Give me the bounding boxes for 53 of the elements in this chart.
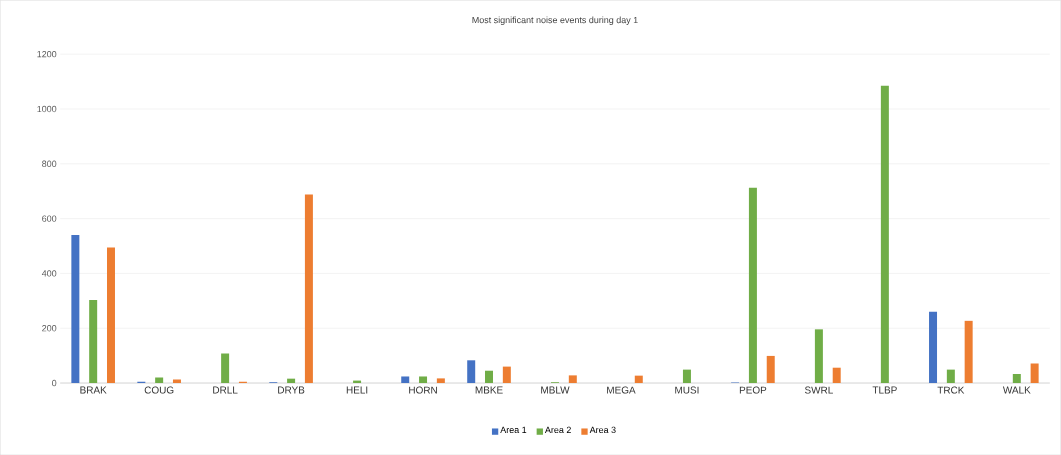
- bar: [964, 320, 973, 383]
- x-tick-label: PEOP: [739, 386, 767, 394]
- y-tick-label: 0: [52, 379, 57, 387]
- bar: [748, 187, 757, 383]
- bar: [929, 311, 938, 383]
- bar: [304, 194, 313, 383]
- bar: [1030, 363, 1039, 383]
- y-tick-label: 800: [42, 160, 57, 167]
- bar: [221, 353, 230, 383]
- bar: [172, 379, 181, 383]
- bar: [502, 366, 511, 383]
- bar: [634, 375, 643, 383]
- bar: [401, 376, 410, 383]
- x-tick-label: TRCK: [937, 386, 965, 394]
- bar: [419, 376, 428, 383]
- x-tick-label: BRAK: [80, 386, 107, 394]
- x-tick-label: MBLW: [541, 386, 570, 394]
- x-tick-label: MEGA: [607, 386, 636, 394]
- legend-label: Area 3: [589, 426, 616, 433]
- bar: [436, 378, 445, 383]
- x-tick-label: HORN: [409, 386, 437, 394]
- bar: [106, 247, 115, 383]
- bar: [467, 360, 476, 383]
- x-tick-label: HELI: [346, 386, 368, 394]
- bar: [287, 378, 296, 383]
- bar: [1012, 373, 1021, 383]
- x-tick-label: MBKE: [475, 386, 503, 394]
- bar: [766, 355, 775, 383]
- y-tick-label: 1000: [37, 105, 57, 113]
- bar: [89, 299, 98, 383]
- bar: [485, 370, 494, 383]
- bar: [568, 375, 577, 383]
- y-tick-label: 600: [42, 215, 57, 222]
- x-tick-label: SWRL: [804, 386, 833, 394]
- y-tick-label: 400: [41, 270, 57, 277]
- bar: [155, 377, 164, 383]
- x-tick-label: DRLL: [213, 386, 238, 394]
- bar: [682, 369, 691, 383]
- bar: [814, 329, 823, 383]
- y-tick-label: 200: [42, 324, 57, 332]
- bar: [71, 234, 80, 383]
- x-tick-label: TLBP: [872, 386, 897, 394]
- y-tick-label: 1200: [37, 50, 57, 58]
- legend-label: Area 2: [544, 426, 571, 433]
- x-tick-label: MUSI: [675, 386, 699, 394]
- chart-title: Most significant noise events during day 1: [472, 16, 638, 25]
- bar: [880, 85, 889, 383]
- bar: [832, 367, 841, 383]
- x-tick-label: DRYB: [278, 386, 305, 394]
- legend-label: Area 1: [500, 426, 527, 433]
- x-tick-label: WALK: [1002, 386, 1031, 394]
- x-tick-label: COUG: [144, 386, 174, 394]
- bar: [946, 369, 955, 383]
